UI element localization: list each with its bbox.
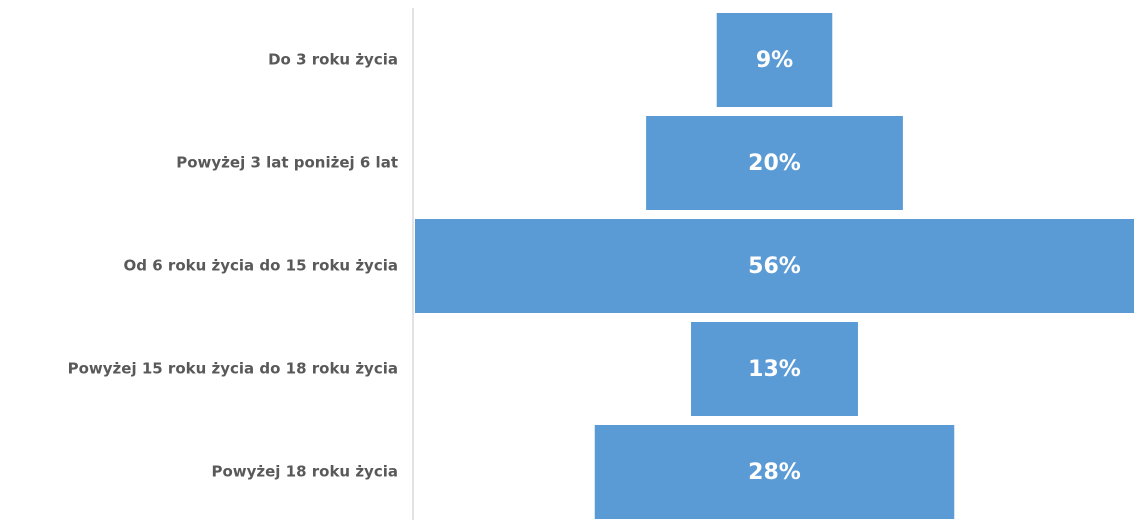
funnel-bar xyxy=(646,116,903,210)
category-label: Powyżej 15 roku życia do 18 roku życia xyxy=(68,360,398,378)
category-label: Do 3 roku życia xyxy=(268,51,398,69)
funnel-bar xyxy=(691,322,858,416)
funnel-bar xyxy=(716,13,833,107)
value-label: 28% xyxy=(748,460,801,485)
value-label: 56% xyxy=(748,254,801,279)
funnel-bar xyxy=(594,425,955,519)
funnel-bar xyxy=(414,219,1134,313)
value-label: 9% xyxy=(756,48,793,73)
category-label: Powyżej 3 lat poniżej 6 lat xyxy=(176,154,398,172)
value-label: 13% xyxy=(748,357,801,382)
category-label: Od 6 roku życia do 15 roku życia xyxy=(124,257,398,275)
value-label: 20% xyxy=(748,151,801,176)
category-label: Powyżej 18 roku życia xyxy=(211,463,398,481)
